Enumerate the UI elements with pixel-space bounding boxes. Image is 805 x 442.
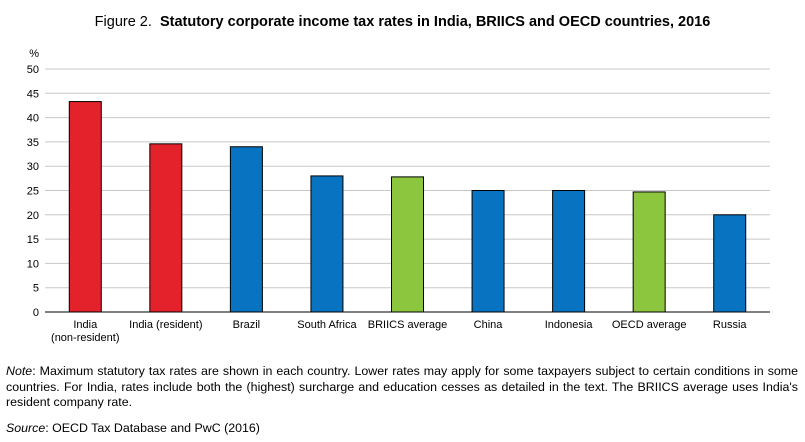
y-tick-label: 10 [27, 258, 39, 270]
category-label: (non-resident) [51, 332, 119, 344]
bar [471, 190, 505, 313]
category-label: Indonesia [545, 319, 594, 331]
y-tick-label: 25 [27, 186, 39, 198]
bar [229, 146, 263, 313]
category-label: Brazil [233, 319, 261, 331]
note-text: : Maximum statutory tax rates are shown … [6, 364, 798, 409]
source-text: : OECD Tax Database and PwC (2016) [45, 421, 260, 435]
y-tick-label: 5 [33, 283, 39, 295]
y-tick-label: 30 [27, 161, 39, 173]
bar-chart: 0 5 10 15 20 25 30 35 40 45 50% India(non-resident… [27, 48, 770, 344]
bar [391, 176, 424, 313]
chart-title: Figure 2. Statutory corporate income tax… [0, 14, 805, 30]
chart-note: Note: Maximum statutory tax rates are sh… [6, 364, 798, 411]
note-label: Note [6, 364, 33, 378]
bar [552, 190, 586, 313]
category-label: India (resident) [129, 319, 202, 331]
bar [149, 143, 183, 313]
category-label: India [73, 319, 98, 331]
bar [68, 101, 102, 313]
bar [310, 175, 344, 313]
category-label: Russia [713, 319, 748, 331]
y-tick-label: 50 [27, 64, 39, 76]
y-tick-label: 35 [27, 137, 39, 149]
figure-title: Statutory corporate income tax rates in … [159, 14, 711, 30]
bar [632, 191, 666, 313]
bars [68, 101, 747, 313]
source-label: Source [6, 421, 46, 435]
category-label: South Africa [297, 319, 357, 331]
category-label: OECD average [612, 319, 687, 331]
chart-source: Source: OECD Tax Database and PwC (2016) [6, 421, 260, 435]
x-axis-labels: India(non-resident) India (resident) Brazi… [51, 319, 747, 344]
category-label: China [474, 319, 504, 331]
y-tick-label: 20 [27, 210, 39, 222]
figure-label: Figure 2. [94, 14, 152, 30]
y-tick-label: 40 [27, 113, 39, 125]
y-tick-label: 0 [33, 307, 39, 319]
y-axis-unit: % [29, 48, 39, 60]
y-tick-label: 45 [27, 88, 39, 100]
category-label: BRIICS average [368, 319, 447, 331]
y-tick-label: 15 [27, 234, 39, 246]
bar [713, 214, 747, 313]
